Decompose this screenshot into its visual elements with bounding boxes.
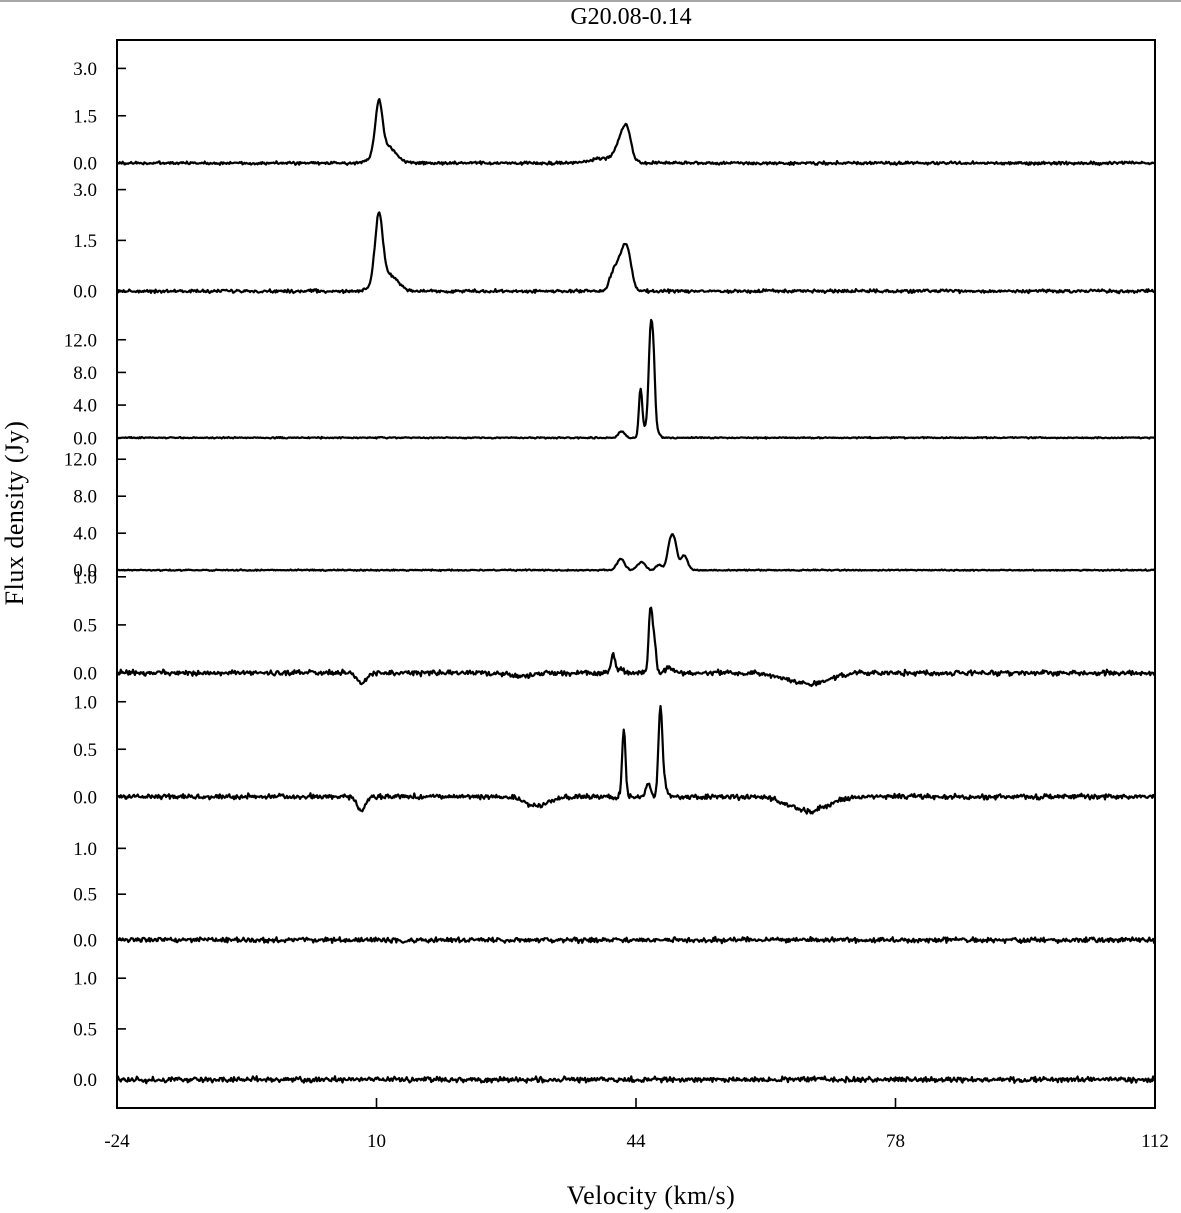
y-tick-label: 0.0 xyxy=(73,154,97,175)
y-tick-label: 0.0 xyxy=(73,663,97,684)
y-tick-label: 4.0 xyxy=(73,396,97,417)
x-tick-label: -24 xyxy=(104,1131,130,1152)
y-tick-label: 3.0 xyxy=(73,180,97,201)
x-tick-label: 78 xyxy=(886,1131,905,1152)
spectrum-line-5 xyxy=(116,606,1157,688)
y-tick-label: 0.5 xyxy=(73,615,97,636)
y-tick-label: 0.5 xyxy=(73,740,97,761)
spectrum-line-7 xyxy=(116,935,1157,945)
spectrum-line-1 xyxy=(116,97,1156,167)
chart-title: G20.08-0.14 xyxy=(570,4,691,30)
y-tick-label: 1.0 xyxy=(73,839,97,860)
y-tick-label: 0.0 xyxy=(73,282,97,303)
x-tick-label: 44 xyxy=(627,1131,647,1152)
y-tick-label: 8.0 xyxy=(73,487,97,508)
y-tick-label: 0.0 xyxy=(73,1070,97,1091)
x-axis-title: Velocity (km/s) xyxy=(567,1181,736,1210)
y-tick-label: 0.0 xyxy=(73,428,97,449)
y-tick-label: 8.0 xyxy=(73,363,97,384)
y-tick-label: 0.0 xyxy=(73,561,97,582)
y-tick-label: 4.0 xyxy=(73,524,97,545)
y-tick-label: 0.0 xyxy=(73,787,97,808)
spectrum-line-8 xyxy=(115,1075,1156,1085)
x-tick-label: 112 xyxy=(1141,1131,1169,1152)
spectrum-line-2 xyxy=(116,211,1156,295)
y-tick-label: 1.5 xyxy=(73,106,97,127)
y-tick-label: 1.0 xyxy=(73,692,97,713)
spectrum-line-4 xyxy=(116,533,1156,573)
plot-frame xyxy=(116,39,1156,1109)
y-tick-label: 3.0 xyxy=(73,59,97,80)
spectrum-line-3 xyxy=(116,318,1156,440)
x-tick-label: 10 xyxy=(367,1131,386,1152)
y-tick-label: 1.5 xyxy=(73,231,97,252)
y-tick-label: 0.5 xyxy=(73,1019,97,1040)
y-tick-label: 12.0 xyxy=(64,330,97,351)
y-tick-label: 0.5 xyxy=(73,885,97,906)
axes: 0.01.53.00.01.53.00.04.08.012.00.04.08.0… xyxy=(64,59,1169,1152)
y-tick-label: 1.0 xyxy=(73,567,97,588)
y-axis-title: Flux density (Jy) xyxy=(0,421,29,606)
y-tick-label: 12.0 xyxy=(64,450,97,471)
plot-area xyxy=(115,97,1157,1085)
y-tick-label: 0.0 xyxy=(73,931,97,952)
spectrum-line-6 xyxy=(116,704,1157,815)
y-tick-label: 1.0 xyxy=(73,969,97,990)
